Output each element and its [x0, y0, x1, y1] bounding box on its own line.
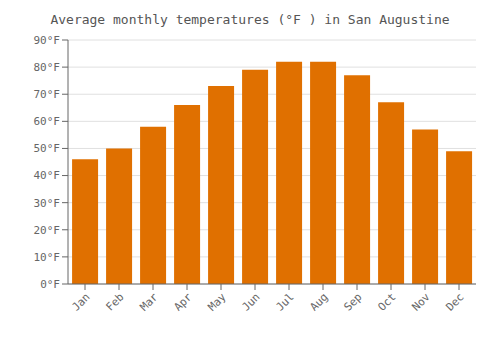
- svg-text:Dec: Dec: [443, 290, 466, 313]
- svg-text:Feb: Feb: [103, 290, 126, 313]
- svg-text:40°F: 40°F: [34, 169, 61, 182]
- svg-text:50°F: 50°F: [34, 142, 61, 155]
- svg-text:70°F: 70°F: [34, 88, 61, 101]
- svg-text:30°F: 30°F: [34, 197, 61, 210]
- svg-text:90°F: 90°F: [34, 34, 61, 47]
- html-text:Average monthly temperatures (: Average monthly temperatures (°F ) in Sa…: [50, 12, 450, 27]
- svg-text:10°F: 10°F: [34, 251, 61, 264]
- svg-text:0°F: 0°F: [40, 278, 60, 291]
- svg-text:Jun: Jun: [239, 290, 262, 313]
- svg-text:May: May: [205, 290, 229, 314]
- svg-text:Apr: Apr: [171, 290, 195, 314]
- svg-text:60°F: 60°F: [34, 115, 61, 128]
- svg-text:Aug: Aug: [307, 290, 330, 313]
- svg-text:20°F: 20°F: [34, 224, 61, 237]
- svg-text:Jul: Jul: [273, 290, 296, 313]
- svg-text:Jan: Jan: [69, 290, 92, 313]
- svg-text:Nov: Nov: [409, 290, 433, 314]
- svg-text:Sep: Sep: [341, 290, 364, 313]
- svg-text:Oct: Oct: [375, 290, 398, 313]
- svg-text:80°F: 80°F: [34, 61, 61, 74]
- svg-text:Mar: Mar: [137, 290, 161, 314]
